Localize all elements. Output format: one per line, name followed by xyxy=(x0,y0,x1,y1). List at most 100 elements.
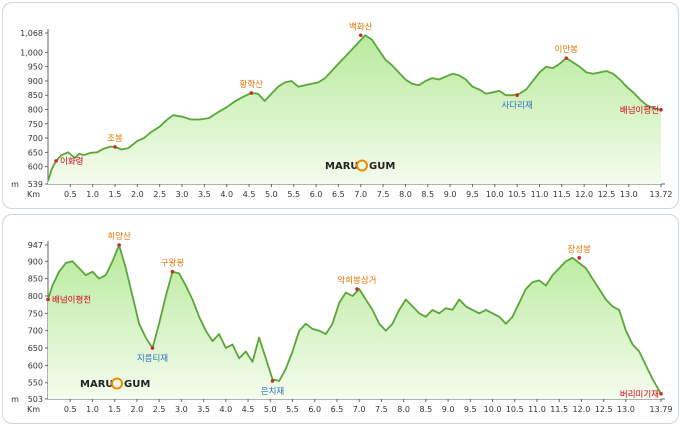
peak-marker xyxy=(249,91,254,95)
x-tick-label: 0.5 xyxy=(64,405,77,414)
peak-label: 배넘이평전 xyxy=(52,294,91,305)
peak-label: 이만봉 xyxy=(555,44,579,55)
x-tick-label: 9.0 xyxy=(444,190,457,199)
peak-marker xyxy=(150,346,155,350)
y-tick-label: 850 xyxy=(28,91,43,100)
x-tick-label: 10.0 xyxy=(484,405,502,414)
x-tick-label: 5.0 xyxy=(265,190,278,199)
y-tick-label: 1,000 xyxy=(20,48,43,57)
y-tick-label: 700 xyxy=(28,327,43,336)
x-tick-label: 1.0 xyxy=(86,405,99,414)
peak-label: 악희봉삼거 xyxy=(337,275,376,286)
x-tick-label: 10.5 xyxy=(506,405,524,414)
x-axis-unit-label: Km xyxy=(27,405,40,414)
y-tick-label: 750 xyxy=(28,309,43,318)
y-tick-label: 650 xyxy=(28,148,43,157)
x-tick-label: 3.0 xyxy=(175,405,188,414)
logo-ring-icon xyxy=(356,159,368,172)
peak-label: 은치재 xyxy=(261,387,284,397)
elevation-line xyxy=(47,244,662,395)
x-tick-label: 4.5 xyxy=(243,190,256,199)
peak-marker xyxy=(358,33,363,38)
elevation-area-fill xyxy=(48,245,661,399)
x-tick-label: 7.0 xyxy=(354,190,367,199)
y-tick-label: 539 xyxy=(28,180,43,189)
x-tick-label: 3.0 xyxy=(176,190,189,199)
peak-marker xyxy=(54,159,58,163)
maru-logo: MARU GUM xyxy=(325,159,395,172)
y-tick-label: 650 xyxy=(28,344,43,353)
elevation-area xyxy=(47,34,662,184)
y-tick-label: 600 xyxy=(28,163,43,172)
x-tick-label: 4.0 xyxy=(220,190,233,199)
y-tick-label: 950 xyxy=(28,63,43,72)
maru-logo: MARU GUM xyxy=(80,377,150,390)
y-axis-unit-label: m xyxy=(11,180,19,189)
x-tick-label: 8.5 xyxy=(421,190,434,199)
y-tick-label: 900 xyxy=(28,77,43,86)
y-tick-label: 947 xyxy=(28,241,43,250)
elevation-chart-panel-1: 539 600 650 700 750 800 850 900 950 1,000 1,068 0.5… xyxy=(2,2,679,209)
peak-marker xyxy=(46,297,50,302)
x-tick-label: 6.5 xyxy=(331,405,344,414)
y-tick-label: 550 xyxy=(28,379,43,388)
peak-label: 조봉 xyxy=(107,134,123,144)
peak-label: 버리미기재 xyxy=(620,389,659,400)
x-tick-label: 2.0 xyxy=(131,190,144,199)
x-tick-label: 12.5 xyxy=(598,190,616,199)
elevation-chart-2: 503 550 600 650 700 750 800 850 900 947 0.5 1.0 1.5 2… xyxy=(11,231,673,414)
logo-text-part1: MARU xyxy=(80,379,114,390)
x-tick-label: 13.0 xyxy=(620,190,638,199)
x-tick-label: 9.5 xyxy=(466,190,479,199)
peak-marker xyxy=(659,107,663,112)
x-tick-label: 5.5 xyxy=(286,405,299,414)
x-tick-label: 9.0 xyxy=(442,405,455,414)
y-tick-label: 800 xyxy=(28,105,43,114)
elevation-line xyxy=(47,34,662,182)
elevation-area xyxy=(47,244,662,399)
chart-axes: 539 600 650 700 750 800 850 900 950 1,000 1,068 0.5… xyxy=(11,29,672,199)
y-tick-label: 1,068 xyxy=(20,29,43,38)
y-tick-label: 900 xyxy=(28,257,43,266)
x-tick-label: 13.79 xyxy=(650,405,673,414)
peak-label: 장성봉 xyxy=(567,244,591,255)
x-tick-label: 13.0 xyxy=(617,405,635,414)
peak-marker xyxy=(113,145,117,149)
x-tick-label: 1.0 xyxy=(86,190,99,199)
x-tick-label: 12.0 xyxy=(575,190,593,199)
x-tick-label: 11.0 xyxy=(528,405,546,414)
peak-marker xyxy=(515,93,519,98)
peak-label: 황학산 xyxy=(240,79,264,90)
x-tick-label: 6.0 xyxy=(308,405,321,414)
peak-label: 희양산 xyxy=(107,231,131,242)
x-tick-label: 8.5 xyxy=(419,405,432,414)
x-tick-label: 6.5 xyxy=(332,190,345,199)
peak-marker xyxy=(564,56,569,60)
y-tick-label: 503 xyxy=(28,395,43,404)
x-tick-label: 1.5 xyxy=(109,190,122,199)
x-tick-label: 10.5 xyxy=(508,190,526,199)
logo-ring-icon xyxy=(111,377,123,390)
peak-label: 지름티재 xyxy=(137,354,168,364)
peak-marker xyxy=(577,256,582,260)
x-tick-label: 12.5 xyxy=(595,405,613,414)
x-tick-label: 13.72 xyxy=(650,190,673,199)
y-tick-label: 850 xyxy=(28,275,43,284)
logo-text-part2: GUM xyxy=(369,161,395,172)
x-tick-label: 12.0 xyxy=(573,405,591,414)
x-tick-label: 4.0 xyxy=(219,405,232,414)
elevation-area-fill xyxy=(48,35,661,184)
y-tick-label: 600 xyxy=(28,361,43,370)
x-tick-label: 4.5 xyxy=(242,405,255,414)
peak-marker xyxy=(659,391,663,396)
x-tick-label: 9.5 xyxy=(464,405,477,414)
peak-marker xyxy=(170,269,175,274)
y-tick-label: 700 xyxy=(28,134,43,143)
x-tick-label: 2.5 xyxy=(153,405,166,414)
x-tick-label: 0.5 xyxy=(64,190,77,199)
peak-marker xyxy=(355,287,359,291)
x-tick-label: 11.0 xyxy=(531,190,549,199)
x-tick-label: 10.0 xyxy=(486,190,504,199)
